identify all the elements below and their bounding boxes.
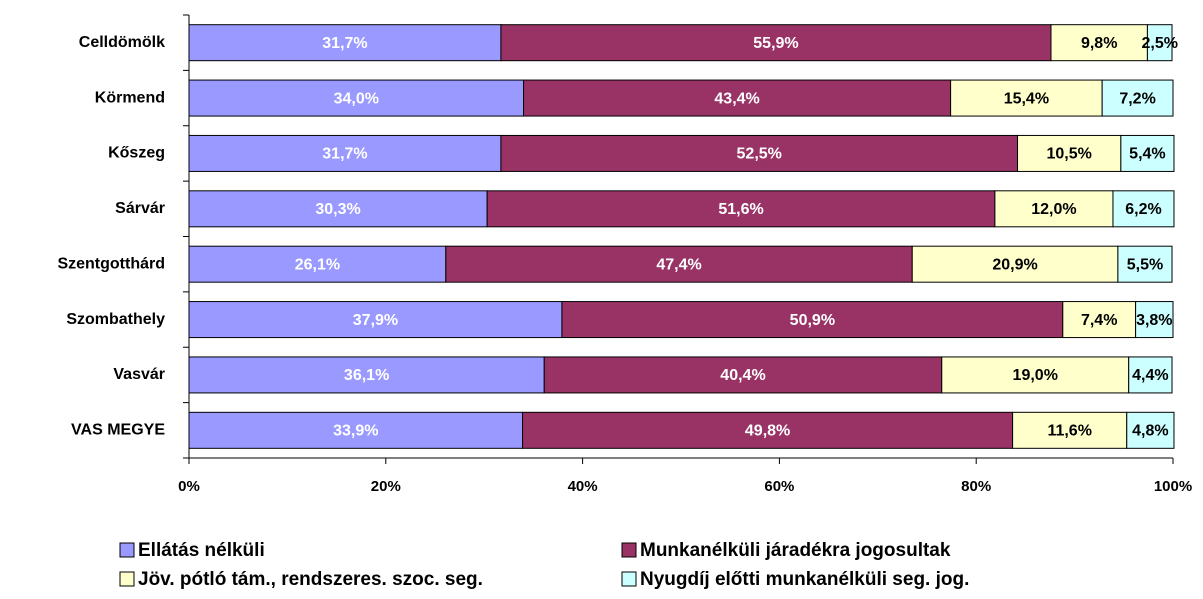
legend-label: Munkanélküli járadékra jogosultak [640,540,951,561]
value-label: 31,7% [322,146,367,163]
value-label: 11,6% [1047,423,1091,440]
category-label: Szentgotthárd [57,255,165,272]
value-label: 31,7% [322,35,367,52]
legend-label: Nyugdíj előtti munkanélküli seg. jog. [640,569,969,590]
legend-swatch [119,571,135,587]
bar-segment [911,245,1119,283]
bar-segment [188,134,502,172]
bar-segment [1128,356,1173,394]
value-label: 9,8% [1081,35,1117,52]
x-tick-label: 60% [764,478,794,495]
value-label: 4,8% [1132,423,1168,440]
value-label: 12,0% [1031,201,1076,218]
category-label: Körmend [95,89,165,106]
bar-segment [1117,245,1173,283]
value-label: 47,4% [656,256,701,273]
value-label: 7,2% [1119,90,1155,107]
bar-segment [994,190,1114,228]
value-label: 51,6% [718,201,763,218]
bar-segment [941,356,1130,394]
bar-segment [1126,411,1175,449]
legend-swatch [119,542,135,558]
value-label: 34,0% [334,90,379,107]
bar-segment [445,245,913,283]
value-label: 43,4% [714,90,759,107]
value-label: 36,1% [344,367,389,384]
category-label: Celldömölk [79,34,165,51]
bar-segment [543,356,943,394]
x-tick-label: 100% [1154,478,1192,495]
bar-segment [1062,301,1137,339]
value-label: 4,4% [1132,367,1168,384]
value-label: 3,8% [1136,312,1172,329]
bar-segment [486,190,996,228]
legend-label: Ellátás nélküli [138,540,265,561]
value-label: 37,9% [353,312,398,329]
bar-segment [188,24,502,62]
bar-segment [523,79,952,117]
bar-segment [1135,301,1174,339]
bar-segment [188,190,488,228]
value-label: 55,9% [753,35,798,52]
bar-segment [522,411,1014,449]
value-label: 5,5% [1127,256,1163,273]
x-tick-label: 20% [371,478,401,495]
bar-segment [1017,134,1122,172]
value-label: 50,9% [790,312,835,329]
category-label: Sárvár [115,200,165,217]
category-label: Szombathely [66,311,165,328]
bar-segment [1050,24,1148,62]
bar-segment [500,134,1019,172]
value-label: 19,0% [1013,367,1058,384]
legend-swatch [621,571,637,587]
value-label: 52,5% [737,146,782,163]
legend-label: Jöv. pótló tám., rendszeres. szoc. seg. [138,569,483,590]
value-label: 33,9% [333,423,378,440]
value-label: 49,8% [745,423,790,440]
x-tick-label: 40% [568,478,598,495]
bar-segment [561,301,1064,339]
bar-segment [1120,134,1175,172]
bar-segment [500,24,1052,62]
value-label: 40,4% [720,367,765,384]
value-label: 5,4% [1129,146,1165,163]
value-label: 10,5% [1047,146,1092,163]
category-label: Vasvár [113,366,165,383]
value-label: 15,4% [1004,90,1049,107]
value-label: 20,9% [992,256,1037,273]
value-label: 2,5% [1141,35,1177,52]
category-label: VAS MEGYE [71,422,165,439]
category-label: Kőszeg [108,145,165,162]
value-label: 6,2% [1125,201,1161,218]
value-label: 30,3% [315,201,360,218]
bar-segment [1101,79,1174,117]
value-label: 7,4% [1081,312,1117,329]
bar-segment [1112,190,1175,228]
x-tick-label: 0% [178,478,200,495]
legend-swatch [621,542,637,558]
x-tick-label: 80% [961,478,991,495]
bar-segment [1146,24,1173,62]
value-label: 26,1% [295,256,340,273]
